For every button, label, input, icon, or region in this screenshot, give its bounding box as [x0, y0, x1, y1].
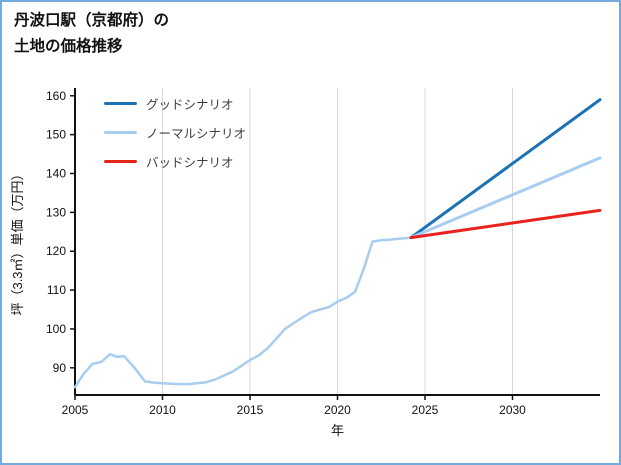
y-axis-label: 坪（3.3㎡）単価（万円） — [10, 167, 25, 315]
x-axis-label: 年 — [331, 423, 344, 438]
y-tick-label: 120 — [46, 244, 66, 258]
y-tick-label: 110 — [47, 283, 66, 297]
normal-scenario-line — [409, 156, 602, 240]
legend-item-good-scenario: グッドシナリオ — [104, 94, 246, 113]
x-tick-label: 2010 — [149, 403, 176, 417]
y-tick-label: 150 — [46, 128, 66, 142]
legend-label-normal-scenario: ノーマルシナリオ — [146, 127, 247, 141]
good-scenario-line — [409, 98, 602, 240]
y-tick-label: 90 — [53, 361, 67, 375]
chart-title: 丹波口駅（京都府）の 土地の価格推移 — [14, 8, 169, 59]
legend-label-good-scenario: グッドシナリオ — [146, 98, 234, 112]
bad-scenario-line — [409, 208, 602, 240]
historical-price-line — [73, 236, 413, 389]
title-line-1: 丹波口駅（京都府）の — [14, 12, 170, 29]
title-line-2: 土地の価格推移 — [14, 37, 123, 55]
y-tick-label: 100 — [46, 322, 66, 336]
good-scenario-swatch — [104, 102, 137, 105]
x-tick-label: 2015 — [237, 403, 264, 417]
y-tick-label: 140 — [46, 166, 66, 180]
legend-item-bad-scenario: バッドシナリオ — [104, 152, 246, 171]
x-tick-label: 2030 — [499, 403, 526, 417]
x-tick-label: 2005 — [62, 403, 89, 417]
legend-item-normal-scenario: ノーマルシナリオ — [104, 123, 246, 142]
bad-scenario-swatch — [104, 160, 137, 163]
x-tick-label: 2020 — [324, 403, 351, 417]
chart-legend: グッドシナリオ ノーマルシナリオ バッドシナリオ — [104, 94, 246, 171]
legend-label-bad-scenario: バッドシナリオ — [146, 156, 234, 170]
y-tick-label: 160 — [46, 89, 66, 103]
x-tick-label: 2025 — [412, 403, 439, 417]
y-tick-label: 130 — [46, 205, 66, 219]
normal-scenario-swatch — [104, 131, 137, 134]
